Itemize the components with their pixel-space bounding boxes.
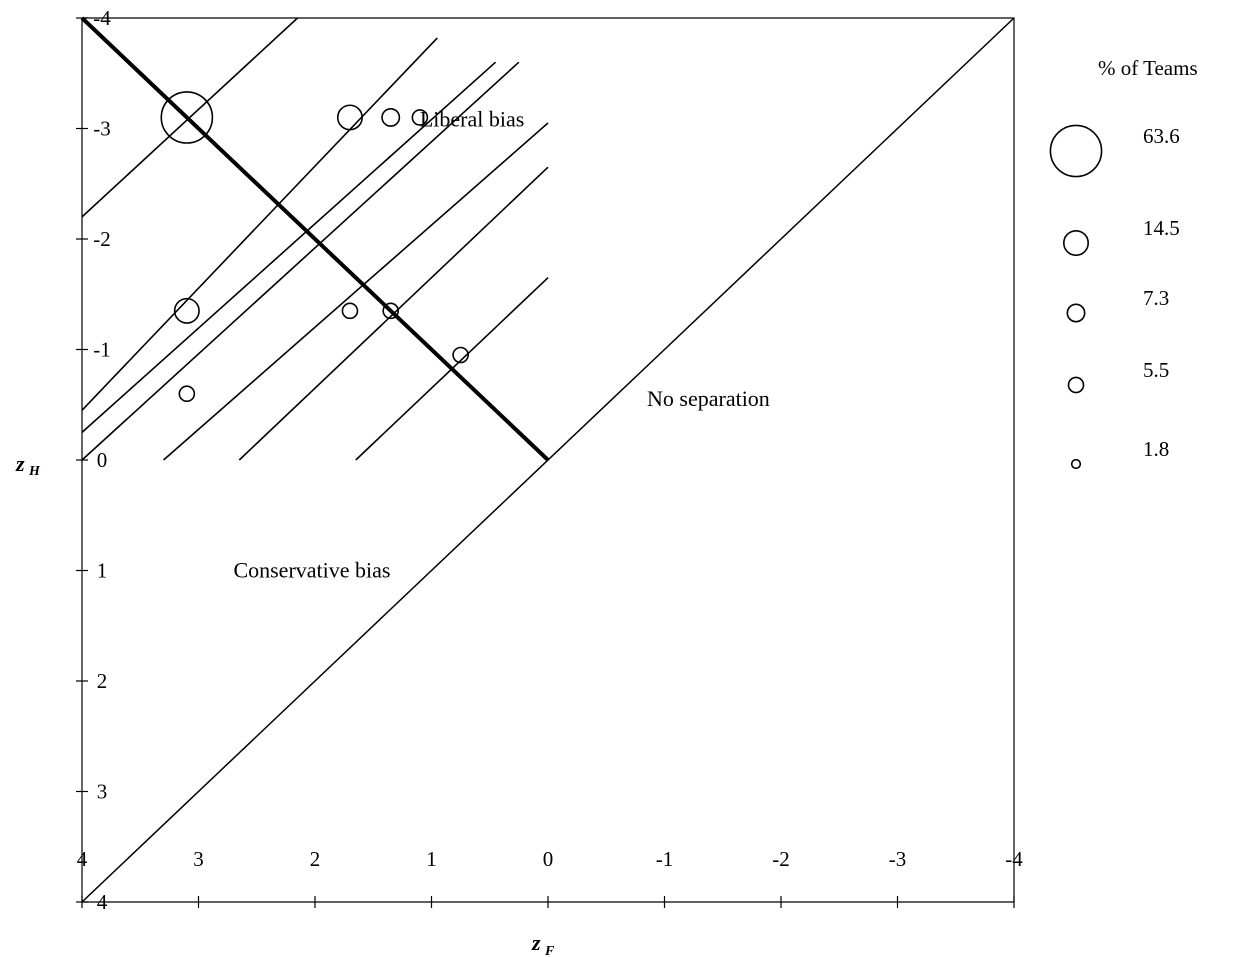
x-tick-label: 4 <box>77 847 88 871</box>
x-tick-label: 0 <box>543 847 554 871</box>
y-axis-label: z <box>15 451 25 476</box>
data-point <box>160 91 214 144</box>
legend-label: 5.5 <box>1143 358 1169 382</box>
data-point <box>341 302 359 320</box>
iso-line-7 <box>355 277 549 461</box>
data-point <box>411 109 429 126</box>
iso-lines <box>81 17 549 461</box>
data-point <box>173 297 200 324</box>
region-label: Liberal bias <box>420 107 524 132</box>
iso-line-5 <box>163 122 549 461</box>
data-point <box>178 385 196 403</box>
legend-marker <box>1062 229 1090 257</box>
data-point <box>381 107 401 127</box>
x-tick-label: -2 <box>772 847 790 871</box>
legend-label: 1.8 <box>1143 437 1169 461</box>
x-axis-label: z <box>531 930 541 955</box>
y-tick-label: 3 <box>97 780 108 804</box>
region-labels: Liberal bias No separation Conservative bi… <box>233 107 769 583</box>
x-axis-label-subscript: F <box>544 944 555 957</box>
y-tick-label: 4 <box>97 890 108 914</box>
x-tick-label: -1 <box>656 847 674 871</box>
iso-line-4 <box>81 61 520 461</box>
data-points <box>160 91 469 403</box>
region-label: No separation <box>647 386 770 411</box>
x-axis-title: z F <box>531 930 555 957</box>
zero-bias-line <box>80 16 550 462</box>
y-tick-label: -2 <box>93 227 111 251</box>
reference-lines <box>80 16 1015 903</box>
axes: -4 -3 -2 -1 0 1 2 3 44 3 2 1 0 -1 -2 -3 -4 <box>76 6 1023 914</box>
x-tick-label: 3 <box>193 847 204 871</box>
y-tick-label: -4 <box>93 6 111 30</box>
legend-marker <box>1067 376 1085 394</box>
data-point <box>452 346 469 364</box>
y-tick-label: 0 <box>97 448 108 472</box>
y-tick-label: 2 <box>97 669 108 693</box>
data-point <box>336 104 363 131</box>
x-tick-label: -4 <box>1005 847 1023 871</box>
x-tick-label: 1 <box>426 847 437 871</box>
legend: % of Teams 63.6 14.5 7.3 5.5 1.8 <box>1049 56 1198 470</box>
region-label: Conservative bias <box>233 558 390 583</box>
legend-title: % of Teams <box>1098 56 1198 80</box>
y-tick-label: -3 <box>93 117 111 141</box>
legend-label: 7.3 <box>1143 286 1169 310</box>
x-tick-label: 2 <box>310 847 321 871</box>
legend-marker <box>1066 303 1086 323</box>
y-axis-label-subscript: H <box>28 464 41 479</box>
data-point <box>382 302 400 320</box>
y-axis-title: z H <box>15 451 41 479</box>
iso-line-3 <box>81 61 497 433</box>
iso-line-2 <box>81 37 438 411</box>
y-tick-label: 1 <box>97 559 108 583</box>
legend-marker <box>1070 458 1082 470</box>
legend-label: 14.5 <box>1143 216 1180 240</box>
legend-label: 63.6 <box>1143 124 1180 148</box>
y-tick-label: -1 <box>93 338 111 362</box>
legend-marker <box>1049 124 1103 178</box>
iso-line-6 <box>238 166 549 461</box>
iso-line-1 <box>81 17 299 218</box>
x-tick-label: -3 <box>889 847 907 871</box>
